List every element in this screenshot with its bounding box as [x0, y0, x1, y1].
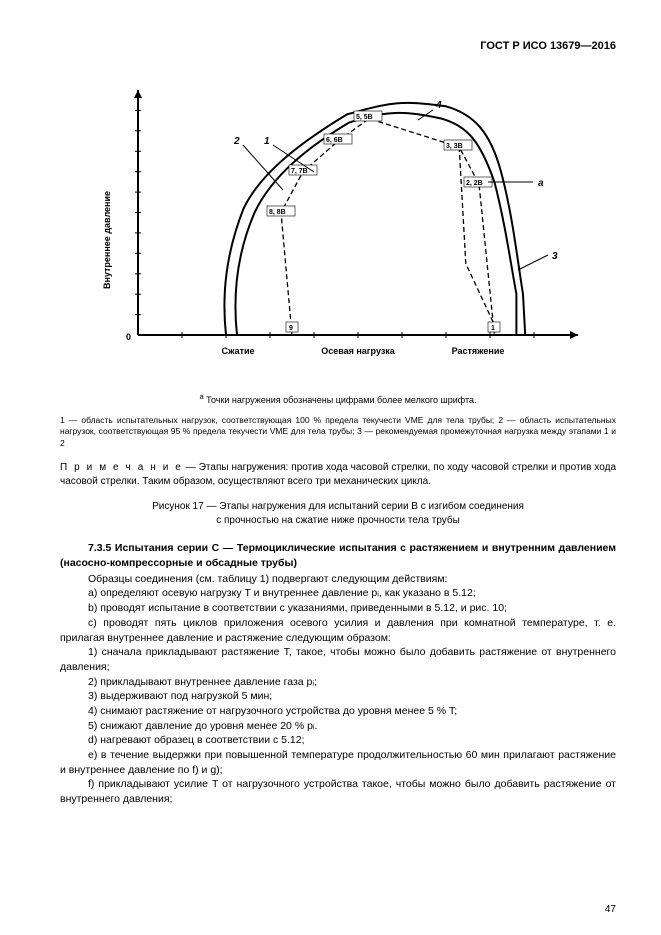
svg-text:3, 3B: 3, 3B — [446, 143, 463, 150]
svg-text:2: 2 — [233, 136, 240, 147]
callouts: 1 2 3 4 а — [233, 100, 558, 270]
svg-text:9: 9 — [289, 325, 293, 332]
x-axis-label: Осевая нагрузка — [321, 346, 396, 356]
note-label: П р и м е ч а н и е — [60, 462, 183, 473]
series-key: 1 — область испытательных нагрузок, соот… — [60, 415, 616, 449]
item-c2: 2) прикладывают внутреннее давление газа… — [60, 675, 616, 690]
page: ГОСТ Р ИСО 13679—2016 — [0, 0, 661, 935]
item-e: e) в течение выдержки при повышенной тем… — [60, 748, 616, 777]
svg-text:3: 3 — [552, 251, 558, 262]
section-heading: 7.3.5 Испытания серии С — Термоциклическ… — [60, 541, 616, 569]
svg-text:6, 6B: 6, 6B — [326, 137, 343, 144]
footnote-marker: а — [199, 392, 203, 401]
svg-text:2, 2B: 2, 2B — [466, 180, 483, 187]
svg-text:1: 1 — [491, 325, 495, 332]
x-axis-arrow — [570, 331, 578, 339]
svg-text:5, 5B: 5, 5B — [356, 114, 373, 121]
y-axis-label: Внутреннее давление — [102, 191, 112, 289]
x-tick-right: Растяжение — [452, 346, 505, 356]
item-c3: 3) выдерживают под нагрузкой 5 мин; — [60, 689, 616, 704]
svg-text:7, 7B: 7, 7B — [291, 168, 308, 175]
svg-text:1: 1 — [264, 136, 270, 147]
item-c4: 4) снимают растяжение от нагрузочного ус… — [60, 704, 616, 719]
document-id: ГОСТ Р ИСО 13679—2016 — [60, 40, 616, 52]
chart-svg: 0 Внутреннее давление Сжатие Осевая нагр… — [78, 70, 598, 380]
series-drop — [459, 147, 494, 325]
footnote-text: Точки нагружения обозначены цифрами боле… — [206, 395, 476, 405]
note-block: П р и м е ч а н и е — Этапы нагружения: … — [60, 461, 616, 488]
item-f: f) прикладывают усилие T от нагрузочного… — [60, 777, 616, 806]
origin-label: 0 — [126, 332, 131, 342]
p-intro: Образцы соединения (см. таблицу 1) подве… — [60, 572, 616, 587]
item-c5: 5) снижают давление до уровня менее 20 %… — [60, 719, 616, 734]
figure-caption-line1: Рисунок 17 — Этапы нагружения для испыта… — [152, 501, 524, 512]
figure-caption: Рисунок 17 — Этапы нагружения для испыта… — [60, 500, 616, 527]
item-c: c) проводят пять циклов приложения осево… — [60, 616, 616, 645]
item-a: a) определяют осевую нагрузку T и внутре… — [60, 586, 616, 601]
series-recommended — [281, 119, 494, 335]
page-number: 47 — [605, 904, 616, 915]
section-body: Образцы соединения (см. таблицу 1) подве… — [60, 572, 616, 807]
item-d: d) нагревают образец в соответствии с 5.… — [60, 733, 616, 748]
x-tick-left: Сжатие — [221, 346, 254, 356]
footnote-a: а Точки нагружения обозначены цифрами бо… — [60, 392, 616, 405]
svg-text:а: а — [538, 178, 544, 189]
series-inner-95 — [235, 113, 516, 335]
y-axis-arrow — [134, 90, 142, 98]
figure-17-chart: 0 Внутреннее давление Сжатие Осевая нагр… — [78, 70, 598, 380]
svg-text:8, 8B: 8, 8B — [269, 209, 286, 216]
item-c1: 1) сначала прикладывают растяжение T, та… — [60, 645, 616, 674]
item-b: b) проводят испытание в соответствии с у… — [60, 601, 616, 616]
svg-text:4: 4 — [435, 100, 442, 111]
figure-caption-line2: с прочностью на сжатие ниже прочности те… — [216, 515, 460, 526]
